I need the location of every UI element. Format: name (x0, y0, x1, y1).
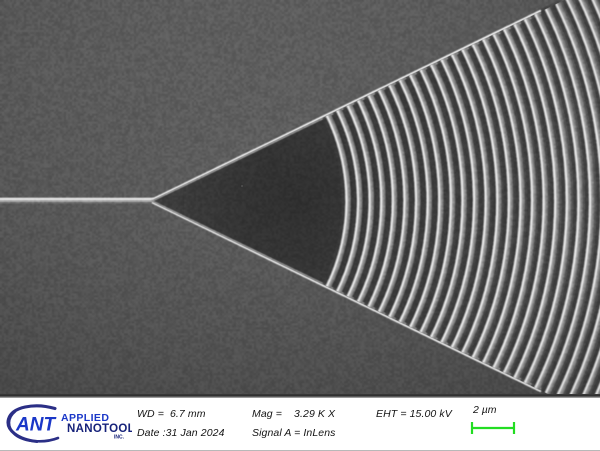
logo-mark-text: ANT (15, 415, 56, 436)
field-eht: EHT = 15.00 kV (376, 408, 452, 420)
sem-image-panel (0, 0, 600, 397)
logo-line2: NANOTOOLS (67, 423, 132, 435)
sem-info-bar: ANT APPLIED NANOTOOLS INC. WD = 6.7 mm D… (0, 397, 600, 451)
field-magnification: Mag = 3.29 K X (252, 408, 335, 420)
input-waveguide (0, 197, 154, 203)
scale-bar: 2 µm (470, 404, 530, 446)
field-signal: Signal A = InLens (252, 427, 336, 439)
sem-screenshot: ANT APPLIED NANOTOOLS INC. WD = 6.7 mm D… (0, 0, 600, 451)
field-working-distance: WD = 6.7 mm (137, 408, 206, 420)
grating-coupler-structure (0, 0, 600, 397)
scale-bar-label: 2 µm (473, 404, 497, 416)
scale-bar-graphic (470, 420, 526, 436)
logo-suffix: INC. (114, 435, 125, 441)
field-date: Date :31 Jan 2024 (137, 427, 225, 439)
ant-logo: ANT APPLIED NANOTOOLS INC. (6, 402, 132, 448)
dust-speck (241, 185, 243, 187)
